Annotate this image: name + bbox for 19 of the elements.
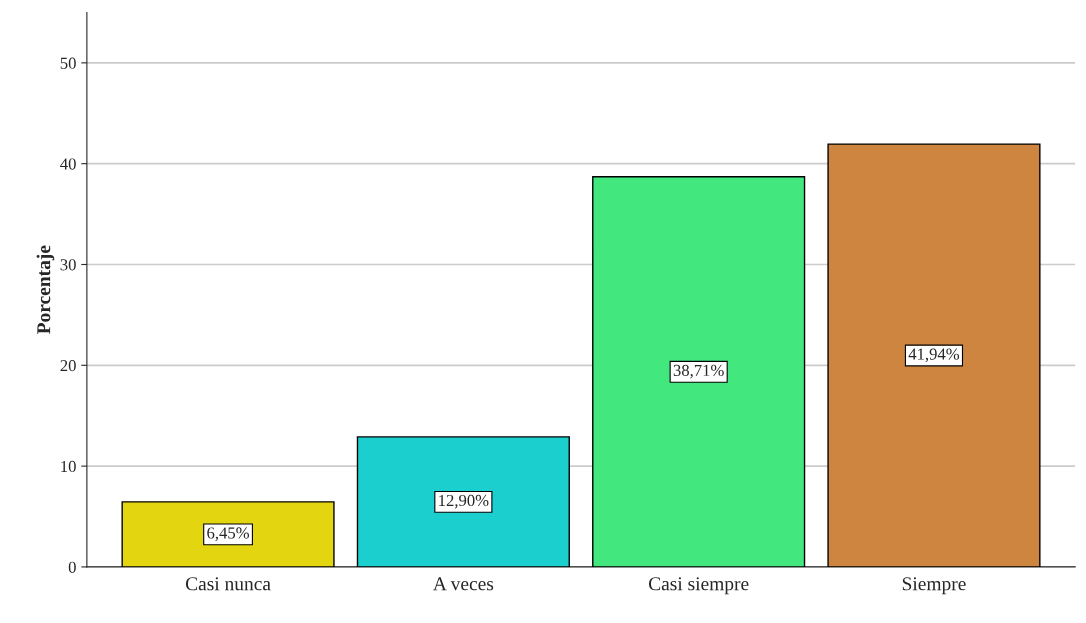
bar — [121, 501, 335, 567]
x-tick-label: Casi siempre — [648, 577, 749, 595]
data-label: 6,45% — [207, 527, 250, 541]
y-tick-label: 0 — [68, 561, 76, 573]
y-tick-label: 40 — [60, 158, 76, 170]
y-tick-label: 30 — [60, 259, 76, 271]
y-tick-label: 20 — [60, 360, 76, 372]
y-tick-label: 10 — [61, 460, 76, 473]
bar — [827, 143, 1041, 567]
bar — [356, 436, 570, 567]
y-axis-title: Porcentaje — [36, 245, 55, 334]
data-label: 38,71% — [673, 364, 724, 379]
x-tick-label: A veces — [433, 577, 494, 591]
bar — [592, 175, 806, 567]
data-label: 41,94% — [908, 348, 960, 363]
x-tick-label: Casi nunca — [185, 577, 271, 591]
y-tick-label: 50 — [60, 57, 76, 69]
x-tick-label: Siempre — [902, 577, 966, 595]
data-label: 12,90% — [439, 494, 489, 509]
